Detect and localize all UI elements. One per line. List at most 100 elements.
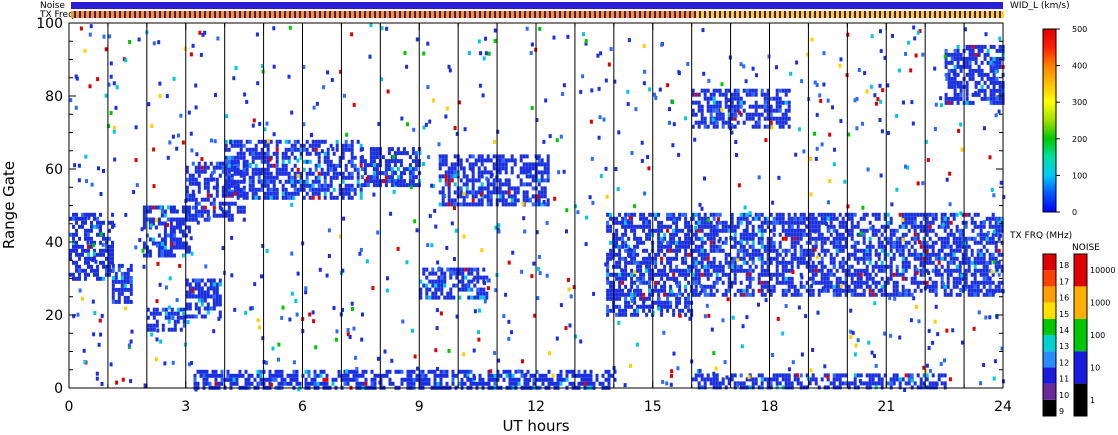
echo-cell — [874, 381, 878, 386]
echo-cell — [360, 155, 364, 160]
echo-cell — [245, 159, 249, 164]
echo-cell — [242, 217, 246, 222]
echo-cell — [185, 189, 189, 194]
echo-cell — [375, 179, 379, 184]
echo-cell — [489, 170, 493, 175]
echo-cell — [694, 232, 698, 237]
echo-cell — [712, 256, 716, 261]
echo-cell — [72, 212, 75, 217]
echo-cell — [907, 260, 911, 265]
echo-cell — [986, 76, 990, 81]
freq-bar-segment — [351, 11, 354, 18]
echo-cell — [308, 151, 312, 156]
echo-cell — [778, 116, 782, 121]
echo-cell — [530, 106, 534, 110]
echo-cell — [871, 228, 875, 233]
echo-cell — [751, 268, 755, 273]
echo-cell — [802, 228, 806, 233]
echo-cell — [974, 60, 978, 65]
echo-cell — [129, 291, 133, 296]
echo-cell — [706, 224, 710, 229]
echo-cell — [537, 190, 541, 195]
echo-cell — [441, 174, 445, 179]
echo-cell — [178, 217, 182, 222]
echo-cell — [781, 120, 785, 125]
echo-cell — [308, 187, 312, 192]
echo-cell — [489, 198, 493, 203]
echo-cell — [883, 224, 887, 229]
echo-cell — [826, 385, 830, 390]
freq-bar-segment — [736, 11, 739, 18]
freq-bar-segment — [136, 11, 139, 18]
echo-cell — [218, 278, 222, 283]
echo-cell — [907, 381, 911, 386]
echo-cell — [745, 276, 749, 281]
echo-cell — [931, 252, 935, 257]
echo-cell — [925, 212, 929, 217]
echo-cell — [541, 377, 545, 382]
echo-cell — [483, 281, 486, 286]
echo-cell — [687, 220, 691, 225]
echo-cell — [565, 229, 568, 234]
echo-cell — [347, 147, 351, 152]
echo-cell — [832, 272, 836, 277]
echo-cell — [940, 240, 944, 245]
echo-cell — [486, 186, 490, 191]
echo-cell — [277, 342, 281, 347]
echo-cell — [793, 288, 797, 293]
echo-cell — [369, 155, 373, 160]
echo-cell — [355, 366, 359, 371]
echo-cell — [363, 167, 367, 172]
echo-cell — [748, 112, 752, 117]
echo-cell — [639, 224, 643, 229]
echo-cell — [630, 312, 634, 317]
echo-cell — [447, 190, 451, 195]
echo-cell — [877, 377, 881, 382]
echo-cell — [742, 248, 746, 253]
freq-bar-segment — [791, 11, 794, 18]
echo-cell — [796, 228, 800, 233]
echo-cell — [724, 120, 728, 125]
echo-cell — [317, 171, 321, 176]
echo-cell — [703, 224, 707, 229]
echo-cell — [648, 252, 652, 257]
echo-cell — [265, 121, 269, 126]
echo-cell — [956, 52, 960, 57]
echo-cell — [700, 236, 704, 241]
echo-cell — [977, 64, 981, 69]
echo-cell — [350, 195, 354, 200]
echo-cell — [751, 232, 755, 237]
echo-cell — [107, 124, 111, 129]
echo-cell — [479, 275, 483, 280]
echo-cell — [477, 190, 481, 195]
echo-cell — [709, 112, 713, 117]
echo-cell — [536, 156, 540, 160]
echo-cell — [827, 228, 831, 233]
echo-cell — [841, 288, 845, 293]
freq-bar-segment — [191, 11, 194, 18]
echo-cell — [487, 377, 491, 382]
echo-cell — [745, 288, 749, 293]
echo-cell — [424, 377, 428, 382]
echo-cell — [862, 236, 866, 241]
echo-cell — [880, 284, 884, 289]
echo-cell — [648, 308, 652, 313]
echo-cell — [212, 169, 216, 174]
echo-cell — [781, 100, 785, 105]
echo-cell — [257, 187, 261, 192]
echo-cell — [451, 377, 455, 382]
echo-cell — [478, 377, 482, 382]
echo-cell — [959, 96, 963, 101]
echo-cell — [998, 88, 1002, 93]
echo-cell — [694, 276, 698, 281]
echo-cell — [694, 373, 698, 378]
echo-cell — [712, 104, 716, 109]
freq-bar-segment — [951, 11, 954, 18]
echo-cell — [624, 216, 628, 221]
echo-cell — [584, 242, 588, 247]
echo-cell — [892, 284, 896, 289]
echo-cell — [108, 268, 111, 273]
echo-cell — [947, 60, 951, 65]
echo-cell — [976, 288, 980, 293]
echo-cell — [263, 155, 267, 160]
